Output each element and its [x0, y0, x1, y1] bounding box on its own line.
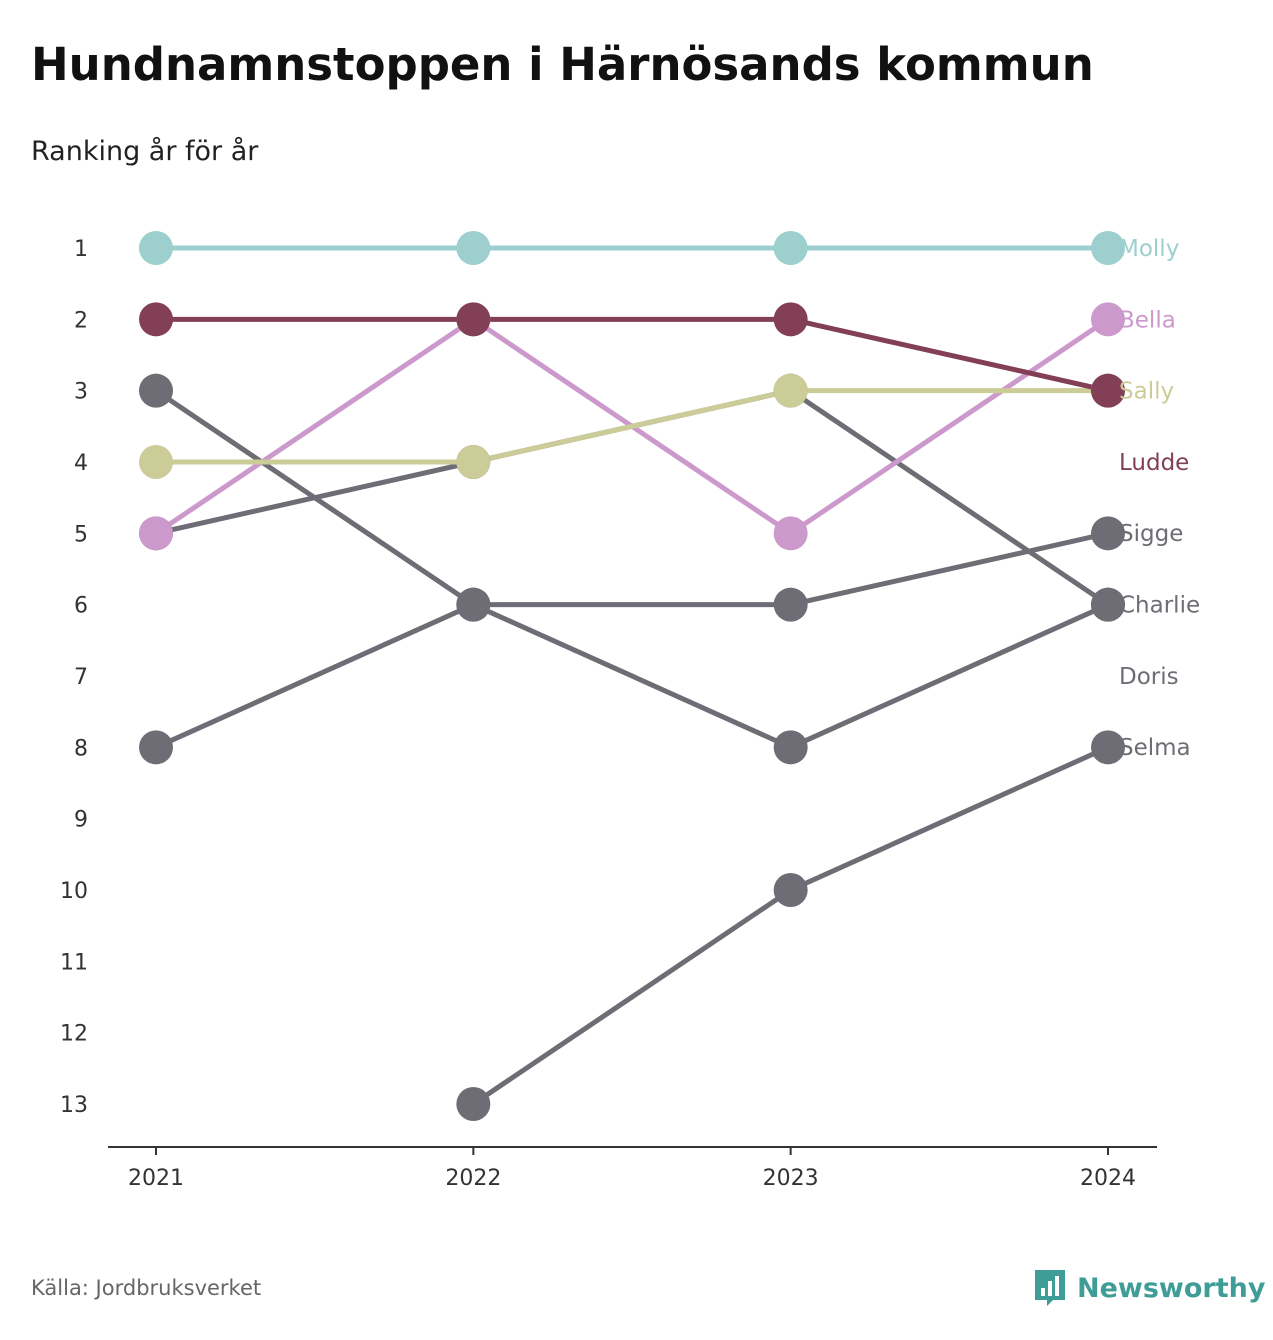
series-line-sigge	[154, 530, 1109, 750]
brand-logo[interactable]: Newsworthy	[1033, 1268, 1265, 1308]
point-sally-2022	[456, 445, 491, 479]
y-tick-label-9: 9	[74, 808, 88, 833]
point-charlie-2022	[456, 587, 491, 622]
point-sigge-2024	[1091, 516, 1125, 551]
point-selma-2022	[456, 1087, 491, 1121]
y-tick-label-5: 5	[74, 522, 88, 547]
y-tick-label-7: 7	[74, 665, 88, 690]
point-selma-2023	[773, 873, 808, 907]
y-tick-label-6: 6	[74, 594, 88, 619]
brand-name: Newsworthy	[1077, 1272, 1266, 1304]
y-tick-label-4: 4	[74, 451, 88, 476]
point-bella-2024	[1091, 302, 1125, 337]
series-line-selma	[471, 745, 1110, 1107]
series-line-charlie	[154, 388, 1110, 750]
series-label-doris: Doris	[1119, 664, 1179, 690]
point-ludde-2021	[139, 302, 173, 337]
y-tick-label-1: 1	[74, 237, 88, 262]
point-sally-2021	[139, 445, 173, 479]
x-tick-label-2022: 2022	[445, 1166, 501, 1191]
chart-subtitle: Ranking år för år	[31, 136, 259, 167]
point-bella-2021	[139, 516, 173, 551]
point-molly-2022	[456, 231, 491, 265]
point-ludde-2024	[1091, 373, 1125, 408]
series-label-charlie: Charlie	[1119, 593, 1200, 619]
series-line-doris	[155, 388, 1110, 607]
point-molly-2021	[139, 231, 173, 265]
point-bella-2023	[773, 516, 808, 551]
y-tick-label-8: 8	[74, 736, 88, 761]
point-ludde-2023	[773, 302, 808, 337]
y-tick-label-12: 12	[60, 1022, 88, 1047]
point-molly-2023	[773, 231, 808, 265]
series-label-sally: Sally	[1119, 379, 1174, 405]
series-label-bella: Bella	[1119, 307, 1176, 333]
point-ludde-2022	[456, 302, 491, 337]
series-label-sigge: Sigge	[1119, 521, 1183, 547]
x-tick-label-2024: 2024	[1080, 1166, 1136, 1191]
point-molly-2024	[1091, 231, 1125, 265]
series-label-molly: Molly	[1119, 236, 1179, 262]
series-label-selma: Selma	[1119, 735, 1191, 761]
y-tick-label-10: 10	[60, 879, 88, 904]
chart-title: Hundnamnstoppen i Härnösands kommun	[31, 38, 1094, 91]
y-tick-label-3: 3	[74, 380, 88, 405]
point-sigge-2021	[139, 730, 173, 765]
point-charlie-2021	[139, 373, 173, 408]
point-charlie-2023	[773, 730, 808, 765]
y-tick-label-13: 13	[60, 1093, 88, 1118]
series-line-sally	[156, 388, 1108, 465]
y-tick-label-2: 2	[74, 308, 88, 333]
series-points	[139, 231, 1125, 1121]
point-doris-2024	[1091, 587, 1125, 622]
point-sally-2023	[773, 373, 808, 408]
x-tick-label-2023: 2023	[763, 1166, 819, 1191]
bar-chart-speech-bubble-icon	[1035, 1270, 1065, 1306]
y-tick-label-11: 11	[60, 950, 88, 975]
x-axis-ticks: 2021 2022 2023 2024	[128, 1147, 1136, 1191]
source-note: Källa: Jordbruksverket	[31, 1276, 262, 1300]
series-labels: Molly Bella Sally Ludde Sigge Charlie Doris Sel…	[1119, 236, 1200, 761]
x-tick-label-2021: 2021	[128, 1166, 184, 1191]
series-line-ludde	[156, 316, 1109, 394]
series-label-ludde: Ludde	[1119, 450, 1189, 476]
point-sigge-2023	[773, 587, 808, 622]
point-selma-2024	[1091, 730, 1125, 765]
series-lines	[154, 245, 1110, 1107]
